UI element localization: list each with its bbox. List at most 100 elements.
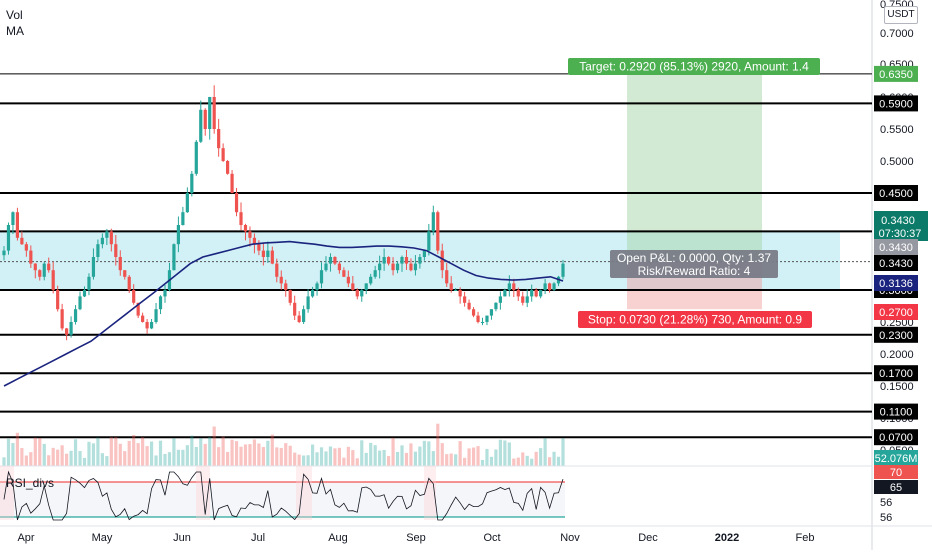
candle-body — [328, 257, 333, 264]
candle-body — [226, 161, 230, 174]
candle-body — [38, 270, 42, 277]
candle-body — [212, 97, 216, 129]
volume-bar — [467, 448, 471, 466]
candle-body — [230, 173, 234, 193]
candle — [422, 249, 426, 261]
volume-bar — [29, 452, 33, 466]
volume-bar — [476, 446, 480, 466]
candle — [494, 302, 498, 312]
level-label-bg-7 — [874, 403, 918, 420]
candle — [369, 273, 373, 286]
x-tick-label-10: Feb — [796, 532, 815, 544]
candle — [395, 261, 400, 274]
candle — [56, 285, 60, 312]
volume-bar — [498, 439, 502, 466]
target-label-bg — [568, 58, 820, 75]
volume-bar — [293, 452, 297, 466]
candle-body — [404, 257, 409, 264]
candle — [386, 256, 391, 266]
candle — [234, 187, 239, 217]
candle — [172, 243, 176, 271]
volume-bar — [378, 450, 382, 466]
candle-body — [346, 276, 350, 284]
pnl-label-bg — [610, 250, 778, 278]
candle-body — [373, 270, 377, 277]
volume-bar — [65, 453, 69, 466]
x-tick-label-8: Dec — [638, 532, 658, 544]
candle-body — [284, 283, 288, 290]
volume-bar — [355, 458, 359, 466]
candle-body — [431, 212, 435, 232]
candle — [373, 265, 377, 279]
candle-body — [319, 270, 324, 284]
scale-target-label: 0.6350 — [879, 69, 913, 81]
candle-body — [534, 290, 538, 297]
volume-bar — [230, 439, 234, 466]
candle — [418, 253, 422, 269]
volume-bar — [364, 452, 368, 466]
volume-bar — [118, 443, 122, 466]
candle-body — [118, 257, 122, 271]
volume-indicator-label[interactable]: Vol — [6, 8, 23, 22]
volume-bar — [208, 437, 212, 466]
level-label-1: 0.5900 — [879, 98, 913, 110]
target-label: Target: 0.2920 (85.13%) 2920, Amount: 1.… — [579, 60, 809, 74]
volume-bar — [257, 443, 261, 466]
x-tick-label-0: Apr — [17, 532, 34, 544]
volume-bar — [543, 438, 547, 466]
candle — [516, 287, 520, 301]
candle-body — [65, 328, 69, 335]
candle — [212, 85, 216, 134]
candle — [404, 249, 409, 270]
candle — [552, 282, 556, 292]
candle — [181, 206, 185, 226]
level-label-bg-1 — [874, 95, 918, 112]
candle-body — [257, 244, 261, 251]
candle-body — [96, 244, 100, 257]
candle — [221, 143, 225, 162]
volume-bar — [539, 448, 543, 466]
candle — [467, 299, 471, 311]
volume-bar — [105, 456, 109, 466]
volume-bar — [284, 443, 288, 466]
candle-body — [503, 290, 507, 297]
scale-ma-label: 0.3136 — [879, 278, 913, 290]
volume-bar — [328, 446, 333, 466]
volume-bar — [136, 443, 140, 466]
volume-bar — [458, 441, 462, 466]
candle — [87, 273, 91, 296]
candle — [561, 259, 565, 280]
rsi-line — [3, 470, 564, 521]
candle-body — [78, 296, 82, 310]
volume-bar — [226, 451, 230, 466]
candle-body — [302, 309, 306, 322]
volume-bar — [109, 437, 113, 466]
candle-body — [24, 244, 28, 251]
ma-indicator-label[interactable]: MA — [6, 24, 24, 38]
volume-bar — [422, 440, 426, 466]
candle-body — [6, 225, 11, 251]
rsi-indicator-label[interactable]: RSI_divs — [6, 476, 55, 490]
candle — [480, 317, 485, 326]
volume-bar — [190, 435, 194, 466]
volume-bar — [409, 443, 413, 466]
volume-bar — [279, 447, 283, 466]
candle-body — [266, 250, 270, 257]
volume-bar — [194, 446, 198, 466]
volume-bar — [494, 449, 498, 466]
candle-body — [243, 225, 248, 232]
candle — [91, 248, 96, 280]
candle — [319, 262, 324, 289]
volume-bar — [6, 438, 11, 466]
candle-body — [418, 257, 422, 264]
volume-bar — [360, 440, 364, 466]
candle — [489, 309, 494, 320]
candle — [82, 286, 87, 298]
candle-body — [69, 322, 73, 335]
volume-bar — [333, 448, 337, 466]
candle-body — [494, 302, 498, 310]
candle — [346, 270, 350, 288]
rsi-divergence-0 — [0, 466, 14, 520]
currency-badge[interactable]: USDT — [884, 6, 918, 24]
